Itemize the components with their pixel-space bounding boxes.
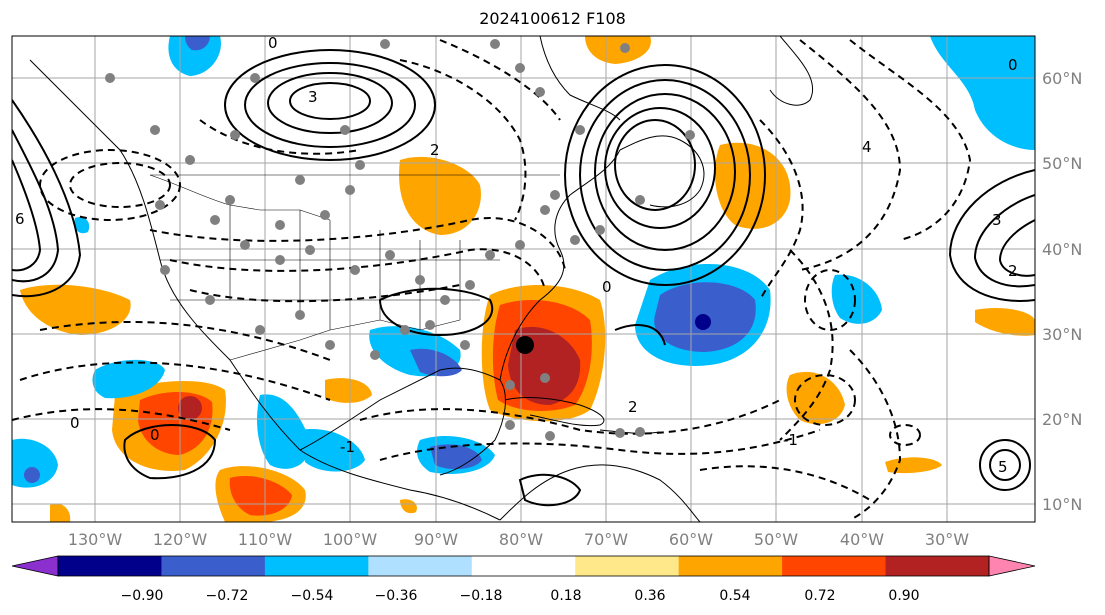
colorbar-tick-labels: −0.90 −0.72 −0.54 −0.36 −0.18 0.18 0.36 … [121,588,920,604]
lat-label: 50°N [1042,154,1082,173]
north-america-coast [29,59,501,521]
contour-label: 0 [602,278,612,296]
colorbar-segment [368,556,473,576]
colorbar-segment [471,556,576,576]
colorbar-tick: −0.72 [206,588,249,604]
colorbar-tick: 0.54 [719,588,750,604]
anomaly-fills [12,36,1035,522]
lon-label: 120°W [153,530,208,549]
negative-contours [12,39,972,521]
colorbar-segment [161,556,266,576]
lon-label: 130°W [68,530,123,549]
lon-label: 60°W [669,530,713,549]
lat-label: 20°N [1042,410,1082,429]
lon-label: 50°W [754,530,798,549]
coastlines [29,36,814,522]
contour-label: -1 [340,438,355,456]
anticyclone-atlantic [564,64,766,286]
colorbar-tick: −0.36 [375,588,418,604]
lon-label: 70°W [584,530,628,549]
contour-labels: 0 3 0 2 3 2 0 -1 2 4 0 -1 0 6 5 [15,34,1018,476]
contour-label: 0 [1008,56,1018,74]
contour-label: 0 [150,426,160,444]
anticyclone-hudson [224,49,436,161]
colorbar-segment [575,556,680,576]
colorbar-tick: 0.36 [634,588,665,604]
colorbar-tick: 0.18 [550,588,581,604]
colorbar-tick: −0.18 [460,588,503,604]
colorbar-tick: 0.72 [804,588,835,604]
colorbar-segment [678,556,783,576]
contour-label: 6 [15,210,25,228]
map-panel: 0 3 0 2 3 2 0 -1 2 4 0 -1 0 6 5 [12,34,1035,522]
colorbar-segment [264,556,369,576]
colorbar-frame [57,555,990,577]
map-frame [11,35,1036,523]
lon-label: 40°W [840,530,884,549]
tropical-system-marker [516,336,534,354]
contour-label: 3 [308,88,318,106]
contour-label: 2 [1008,262,1018,280]
contour-label: 0 [70,414,80,432]
map-title: 2024100612 F108 [479,9,626,28]
longitude-labels: 130°W 120°W 110°W 100°W 90°W 80°W 70°W 6… [68,530,969,549]
contour-label: 3 [992,211,1002,229]
lat-label: 10°N [1042,495,1082,514]
contour-label: 0 [268,34,278,52]
contour-label: 4 [862,138,872,156]
lat-label: 40°N [1042,240,1082,259]
contour-label: -1 [783,431,798,449]
lon-label: 110°W [238,530,293,549]
colorbar-tick: −0.54 [291,588,334,604]
colorbar-tick: −0.90 [121,588,164,604]
colorbar-segment [885,556,990,576]
contour-label: 5 [998,458,1008,476]
colorbar-max-arrow [988,555,1036,577]
lat-label: 30°N [1042,325,1082,344]
contour-label: 2 [430,141,440,159]
colorbar-segment [782,556,887,576]
colorbar-min-arrow [11,555,59,577]
lon-label: 100°W [323,530,378,549]
station-dots [105,39,695,441]
latitude-labels: 60°N 50°N 40°N 30°N 20°N 10°N [1042,69,1082,514]
contour-label: 2 [628,398,638,416]
colorbar-segment [58,556,162,576]
lon-label: 30°W [925,530,969,549]
colorbar-tick: 0.90 [888,588,919,604]
lat-label: 60°N [1042,69,1082,88]
lon-label: 90°W [414,530,458,549]
lon-label: 80°W [499,530,543,549]
positive-contours [12,49,1035,507]
colorbar: −0.90 −0.72 −0.54 −0.36 −0.18 0.18 0.36 … [11,555,1036,604]
